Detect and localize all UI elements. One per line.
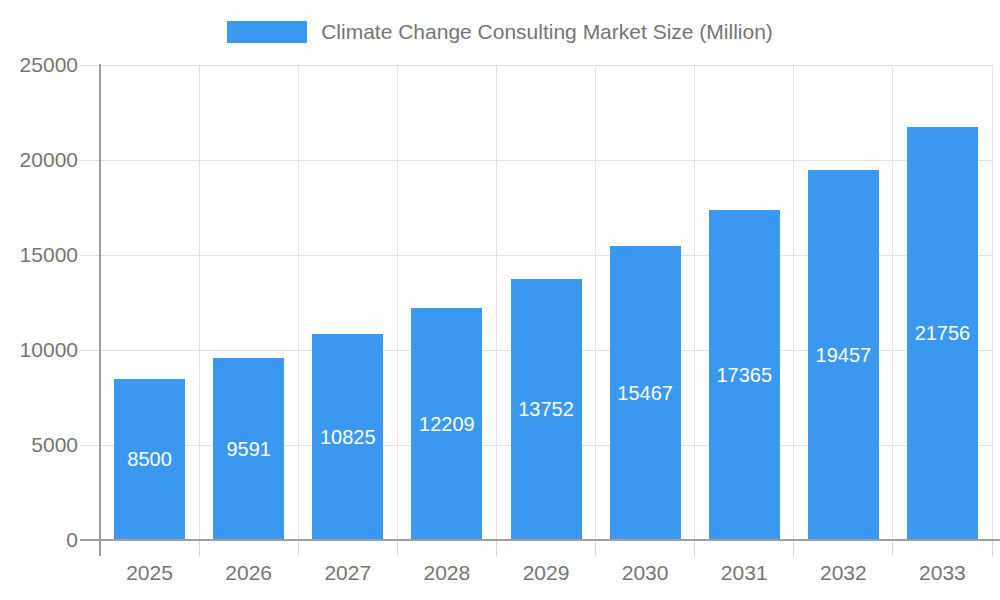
y-tick-label: 10000 — [0, 338, 78, 362]
x-tick-label-2027: 2027 — [298, 560, 398, 586]
plot-area: 8500959110825122091375215467173651945721… — [100, 65, 992, 540]
y-tick-label: 25000 — [0, 53, 78, 77]
bar-2033[interactable] — [907, 127, 978, 540]
bar-2028[interactable] — [411, 308, 482, 540]
bar-2032[interactable] — [808, 170, 879, 540]
x-axis-tick — [793, 540, 794, 556]
x-axis-tick — [992, 540, 993, 556]
x-tick-label-2025: 2025 — [100, 560, 200, 586]
h-gridline — [80, 65, 992, 66]
y-axis-line — [99, 64, 101, 556]
v-gridline — [595, 65, 596, 540]
v-gridline — [892, 65, 893, 540]
bar-2029[interactable] — [511, 279, 582, 540]
legend-swatch — [227, 21, 307, 43]
bar-chart: Climate Change Consulting Market Size (M… — [0, 0, 1000, 600]
h-gridline — [80, 160, 992, 161]
x-tick-label-2029: 2029 — [496, 560, 596, 586]
x-axis-tick — [595, 540, 596, 556]
x-axis-line — [80, 539, 1000, 541]
x-axis-tick — [397, 540, 398, 556]
x-axis-tick — [892, 540, 893, 556]
legend[interactable]: Climate Change Consulting Market Size (M… — [0, 14, 1000, 50]
bar-2026[interactable] — [213, 358, 284, 540]
x-axis-tick — [199, 540, 200, 556]
x-tick-label-2033: 2033 — [892, 560, 992, 586]
x-tick-label-2028: 2028 — [397, 560, 497, 586]
y-tick-label: 20000 — [0, 148, 78, 172]
bar-2031[interactable] — [709, 210, 780, 540]
y-tick-label: 5000 — [0, 433, 78, 457]
v-gridline — [298, 65, 299, 540]
x-tick-label-2030: 2030 — [595, 560, 695, 586]
legend-label: Climate Change Consulting Market Size (M… — [321, 20, 773, 44]
x-tick-label-2032: 2032 — [793, 560, 893, 586]
x-axis-tick — [298, 540, 299, 556]
bar-2030[interactable] — [610, 246, 681, 540]
v-gridline — [199, 65, 200, 540]
v-gridline — [992, 65, 993, 540]
x-axis-tick — [496, 540, 497, 556]
v-gridline — [793, 65, 794, 540]
x-axis-tick — [694, 540, 695, 556]
x-tick-label-2026: 2026 — [199, 560, 299, 586]
y-tick-label: 15000 — [0, 243, 78, 267]
y-tick-label: 0 — [0, 528, 78, 552]
v-gridline — [397, 65, 398, 540]
x-tick-label-2031: 2031 — [694, 560, 794, 586]
v-gridline — [496, 65, 497, 540]
bar-2027[interactable] — [312, 334, 383, 540]
v-gridline — [694, 65, 695, 540]
bar-2025[interactable] — [114, 379, 185, 541]
